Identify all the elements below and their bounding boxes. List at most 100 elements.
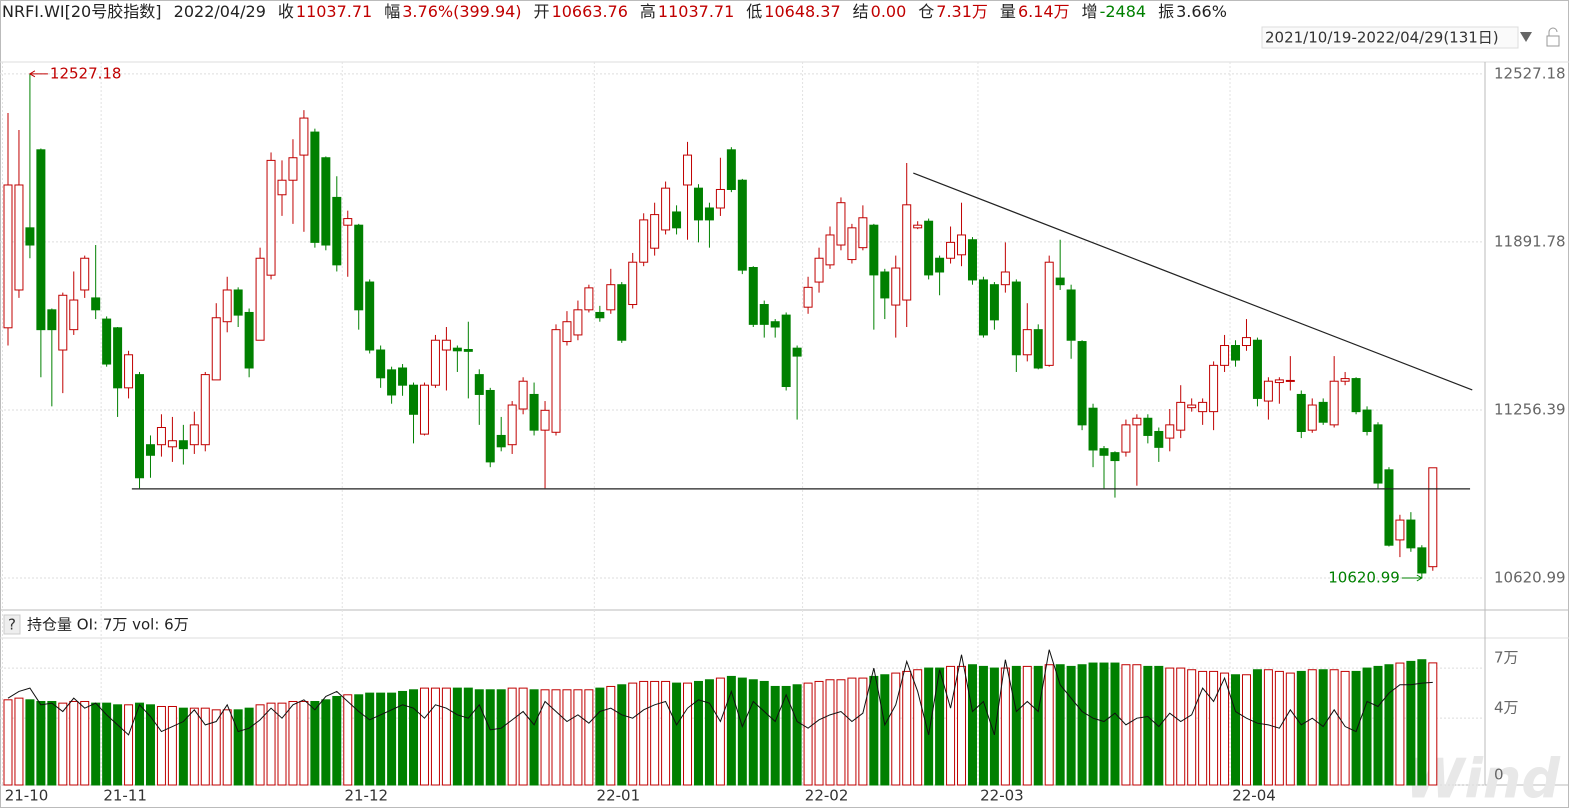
oi-bar [1351,670,1361,786]
oi-bar [650,680,660,786]
candle-body [858,217,868,249]
candle-body [255,257,265,341]
oi-bar [836,679,846,786]
candle-body [233,289,243,316]
candle-body [1165,424,1175,439]
candle-body [135,374,145,479]
candle-body [1417,547,1427,574]
oi-bar [485,689,495,786]
oi-bar [1406,660,1416,786]
candle-body [1187,404,1197,409]
candle-body [211,317,221,381]
oi-bar [496,689,506,786]
candle-body [332,196,342,266]
oi-bar [91,702,101,786]
field-label: 仓 [918,2,935,21]
help[interactable]: ? [8,616,16,634]
oi-bar [14,697,24,786]
candle-body [222,289,232,323]
oi-bar [1417,659,1427,786]
dropdown-arrow[interactable] [1520,32,1532,42]
candle-body [803,286,813,308]
oi-bar [124,704,134,786]
candle-body [715,188,725,209]
date-range[interactable]: 2021/10/19-2022/04/29(131日) [1265,29,1499,47]
lock-shackle [1548,27,1558,36]
field-value: 3.76%(399.94) [402,2,522,21]
candle-body [683,154,693,186]
candle-body [91,297,101,311]
candle-body [978,279,988,336]
oi-bar [584,689,594,786]
candle-body [299,117,309,156]
oi-bar [1362,667,1372,786]
oi-bar [233,709,243,786]
candle-body [80,257,90,291]
candle-body [836,202,846,246]
x-tick-label: 22-04 [1232,787,1276,805]
candle-body [376,349,386,379]
candle-body [562,321,572,343]
oi-bar [1165,667,1175,786]
candle-body [430,339,440,386]
candle-body [902,204,912,301]
x-tick-label: 21-12 [344,787,388,805]
oi-bar [967,664,977,786]
candle-body [288,157,298,181]
oi-bar [255,704,265,786]
oi-bar [628,682,638,786]
candle-body [1231,345,1241,361]
candle-body [1329,380,1339,426]
oi-bar [957,665,967,786]
help-box[interactable] [3,614,21,635]
candle-body [1209,364,1219,413]
range-box[interactable] [1261,26,1519,49]
candle-body [825,234,835,266]
candle-body [913,224,923,229]
candle-body [967,239,977,281]
oi-bar [518,687,528,786]
candle-body [847,227,857,261]
oi-bar [1220,672,1230,786]
max-label: 12527.18 [50,64,122,82]
oi-bar [135,702,145,786]
candle-body [1055,277,1065,286]
x-tick-label: 21-10 [5,787,49,805]
oi-bar [693,680,703,786]
candle-body [1176,401,1186,431]
oi-bar [902,670,912,786]
y-tick-label: 7万 [1494,649,1519,667]
candle-body [387,369,397,396]
candle-body [989,284,999,321]
lock-icon[interactable] [1546,35,1560,47]
oi-bar [1285,672,1295,786]
candle-body [200,374,210,446]
oi-bar [683,682,693,786]
oi-bar [1011,665,1021,786]
candle-body [365,281,375,351]
min-label: 10620.99 [1328,569,1400,587]
field-label: 低 [746,2,763,21]
field-label: 收 [277,2,294,21]
oi-bar [573,689,583,786]
quote-header: NRFI.WI[20号胶指数] 2022/04/29 收 11037.71 幅 3.76… [2,0,1229,24]
symbol: NRFI.WI[20号胶指数] [2,2,162,21]
oi-bar [759,680,769,786]
candle-body [113,327,123,389]
oi-bar [299,700,309,786]
candle-body [1395,519,1405,541]
oi-bar [58,702,68,786]
candle-body [1110,452,1120,462]
candle-body [1351,378,1361,413]
candle-body [737,179,747,271]
oi-bar [310,700,320,786]
candle-body [946,241,956,259]
candle-body [266,159,276,276]
field-label: 高 [639,2,656,21]
candle-body [189,424,199,446]
candle-body [704,207,714,221]
oi-bar [913,669,923,786]
y-tick-label: 12527.18 [1494,64,1566,82]
field-value: 0.00 [870,2,907,21]
